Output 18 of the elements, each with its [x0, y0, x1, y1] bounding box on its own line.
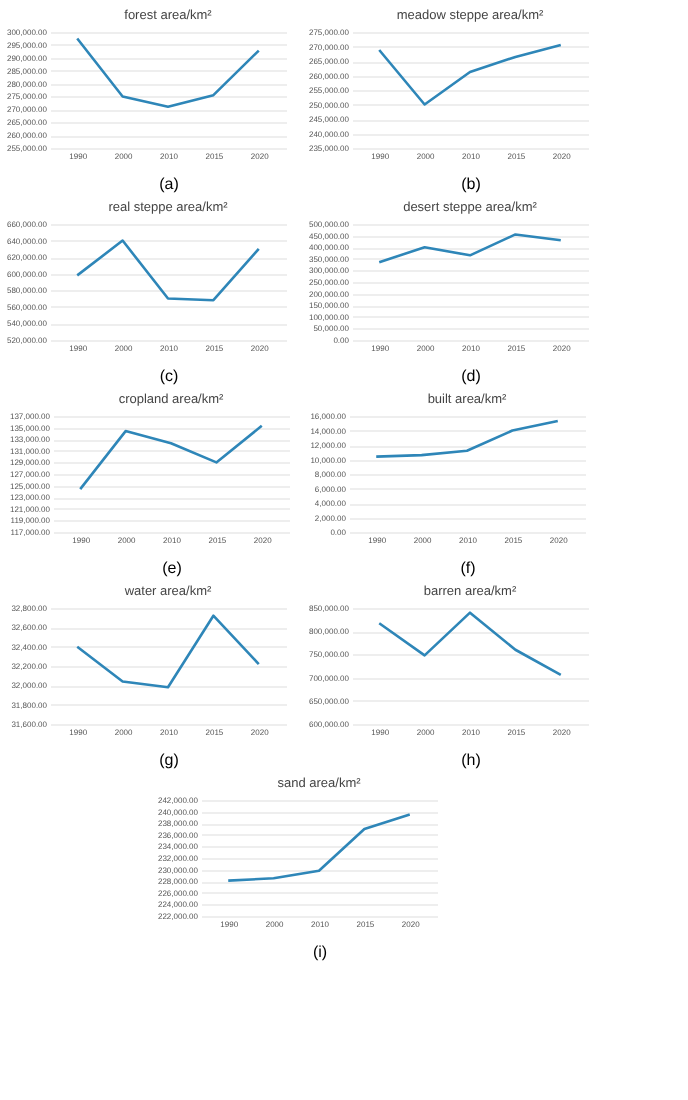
- text: (e): [162, 559, 183, 577]
- line-series: [78, 424, 264, 491]
- text: (a): [159, 175, 180, 193]
- line-series: [374, 419, 560, 458]
- line-series: [75, 239, 261, 302]
- line-series: [75, 614, 261, 689]
- line-series: [377, 611, 563, 677]
- line-series: [377, 233, 563, 264]
- text: (c): [159, 367, 179, 385]
- text: (h): [461, 751, 482, 769]
- text: (d): [461, 367, 482, 385]
- text: (f): [460, 559, 477, 577]
- line-series: [226, 813, 412, 882]
- text: (b): [461, 175, 482, 193]
- line-series: [75, 37, 261, 109]
- text: (i): [312, 943, 328, 961]
- text: (g): [159, 751, 180, 769]
- line-series: [377, 43, 563, 106]
